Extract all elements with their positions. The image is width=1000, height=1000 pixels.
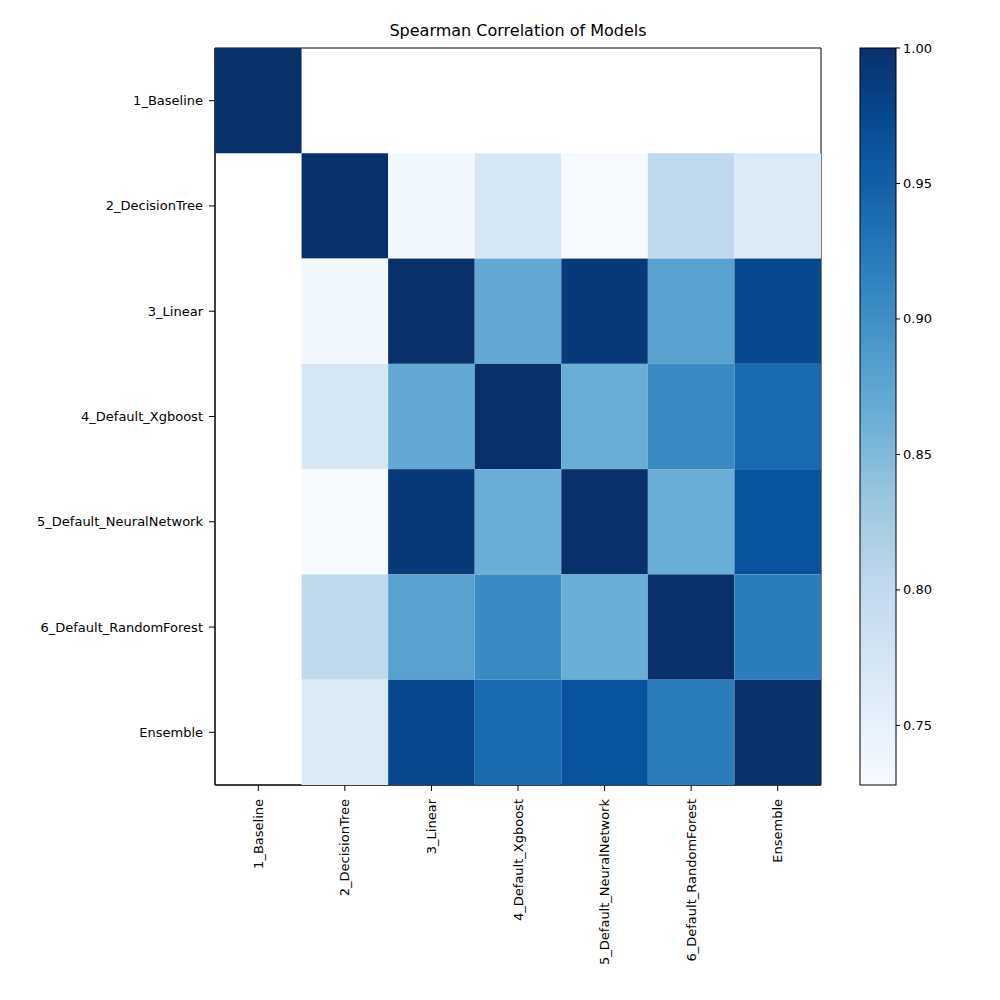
svg-text:5_Default_NeuralNetwork: 5_Default_NeuralNetwork [37,514,203,529]
svg-text:Ensemble: Ensemble [139,725,203,740]
svg-text:2_DecisionTree: 2_DecisionTree [106,198,203,213]
svg-text:6_Default_RandomForest: 6_Default_RandomForest [41,620,204,635]
svg-text:1_Baseline: 1_Baseline [133,93,203,108]
svg-text:Spearman Correlation of Models: Spearman Correlation of Models [389,21,646,40]
svg-text:0.75: 0.75 [903,718,932,733]
svg-text:3_Linear: 3_Linear [148,304,204,319]
svg-text:2_DecisionTree: 2_DecisionTree [337,799,352,896]
svg-text:1.00: 1.00 [903,41,932,56]
svg-text:5_Default_NeuralNetwork: 5_Default_NeuralNetwork [597,799,612,965]
svg-text:3_Linear: 3_Linear [424,798,439,854]
svg-text:4_Default_Xgboost: 4_Default_Xgboost [511,799,526,921]
svg-text:4_Default_Xgboost: 4_Default_Xgboost [81,409,203,424]
svg-text:0.85: 0.85 [903,447,932,462]
svg-text:0.80: 0.80 [903,582,932,597]
svg-text:Ensemble: Ensemble [770,799,785,863]
svg-text:6_Default_RandomForest: 6_Default_RandomForest [684,799,699,962]
svg-text:1_Baseline: 1_Baseline [251,799,266,869]
svg-text:0.95: 0.95 [903,176,932,191]
svg-text:0.90: 0.90 [903,311,932,326]
